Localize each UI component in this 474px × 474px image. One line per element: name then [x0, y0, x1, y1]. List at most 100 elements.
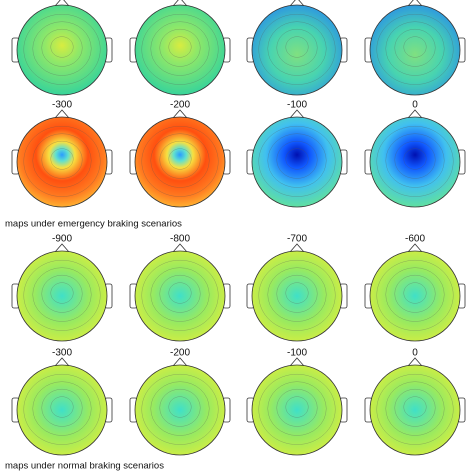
- contour: [258, 126, 336, 197]
- contour: [394, 140, 436, 179]
- contour: [32, 133, 92, 188]
- contour: [23, 260, 101, 331]
- nose: [289, 109, 305, 119]
- scalp-map: [251, 116, 343, 208]
- scalp-map: [369, 364, 461, 456]
- scalp-map: [134, 4, 226, 96]
- nose: [54, 109, 70, 119]
- nose: [172, 357, 188, 367]
- contour: [159, 388, 201, 427]
- contour: [376, 374, 454, 445]
- contour: [50, 282, 74, 304]
- contour: [276, 140, 318, 179]
- contour: [141, 260, 219, 331]
- contour: [141, 374, 219, 445]
- contour: [267, 267, 327, 322]
- scalp-map: [16, 4, 108, 96]
- contour: [267, 381, 327, 436]
- map-label: -600: [405, 234, 425, 245]
- caption: maps under normal braking scenarios: [5, 461, 164, 472]
- contour: [50, 148, 74, 170]
- contour: [394, 28, 436, 67]
- contour: [168, 148, 192, 170]
- contour: [258, 260, 336, 331]
- scalp-map: [134, 116, 226, 208]
- map-label: -700: [287, 234, 307, 245]
- contour: [32, 267, 92, 322]
- scalp-map: [251, 4, 343, 96]
- contour: [150, 381, 210, 436]
- contour: [276, 274, 318, 313]
- contour: [267, 21, 327, 76]
- contour: [403, 148, 427, 170]
- scalp-map: [16, 116, 108, 208]
- map-label: 0: [412, 348, 418, 359]
- contour: [50, 36, 74, 58]
- nose: [289, 357, 305, 367]
- contour: [168, 282, 192, 304]
- map-label: -900: [52, 234, 72, 245]
- map-label: -100: [287, 100, 307, 111]
- map-label: -200: [170, 348, 190, 359]
- map-label: -800: [170, 234, 190, 245]
- contour: [258, 14, 336, 85]
- nose: [407, 109, 423, 119]
- contour: [385, 267, 445, 322]
- contour: [285, 148, 309, 170]
- scalp-map: [369, 250, 461, 342]
- nose: [289, 243, 305, 253]
- nose: [172, 243, 188, 253]
- contour: [276, 28, 318, 67]
- contour: [41, 388, 83, 427]
- contour: [150, 267, 210, 322]
- contour: [403, 396, 427, 418]
- nose: [289, 0, 305, 7]
- caption: maps under emergency braking scenarios: [5, 219, 182, 230]
- contour: [403, 282, 427, 304]
- map-label: 0: [412, 100, 418, 111]
- nose: [172, 109, 188, 119]
- nose: [407, 357, 423, 367]
- contour: [41, 140, 83, 179]
- map-label: -100: [287, 348, 307, 359]
- contour: [385, 381, 445, 436]
- contour: [150, 133, 210, 188]
- scalp-map: [251, 364, 343, 456]
- contour: [23, 14, 101, 85]
- scalp-map: [16, 364, 108, 456]
- contour: [403, 36, 427, 58]
- contour: [32, 381, 92, 436]
- contour: [23, 374, 101, 445]
- contour: [385, 133, 445, 188]
- nose: [407, 0, 423, 7]
- contour: [376, 260, 454, 331]
- contour: [285, 282, 309, 304]
- nose: [54, 357, 70, 367]
- map-label: -300: [52, 100, 72, 111]
- contour: [385, 21, 445, 76]
- contour: [50, 396, 74, 418]
- nose: [172, 0, 188, 7]
- map-label: -200: [170, 100, 190, 111]
- contour: [159, 274, 201, 313]
- scalp-map: [134, 250, 226, 342]
- nose: [54, 0, 70, 7]
- contour: [394, 274, 436, 313]
- nose: [54, 243, 70, 253]
- contour: [41, 274, 83, 313]
- contour: [285, 396, 309, 418]
- contour: [159, 28, 201, 67]
- contour: [376, 126, 454, 197]
- map-label: -300: [52, 348, 72, 359]
- contour: [168, 36, 192, 58]
- contour: [141, 126, 219, 197]
- contour: [41, 28, 83, 67]
- scalp-map: [369, 4, 461, 96]
- contour: [267, 133, 327, 188]
- contour: [168, 396, 192, 418]
- scalp-map: [16, 250, 108, 342]
- scalp-map: [369, 116, 461, 208]
- contour: [141, 14, 219, 85]
